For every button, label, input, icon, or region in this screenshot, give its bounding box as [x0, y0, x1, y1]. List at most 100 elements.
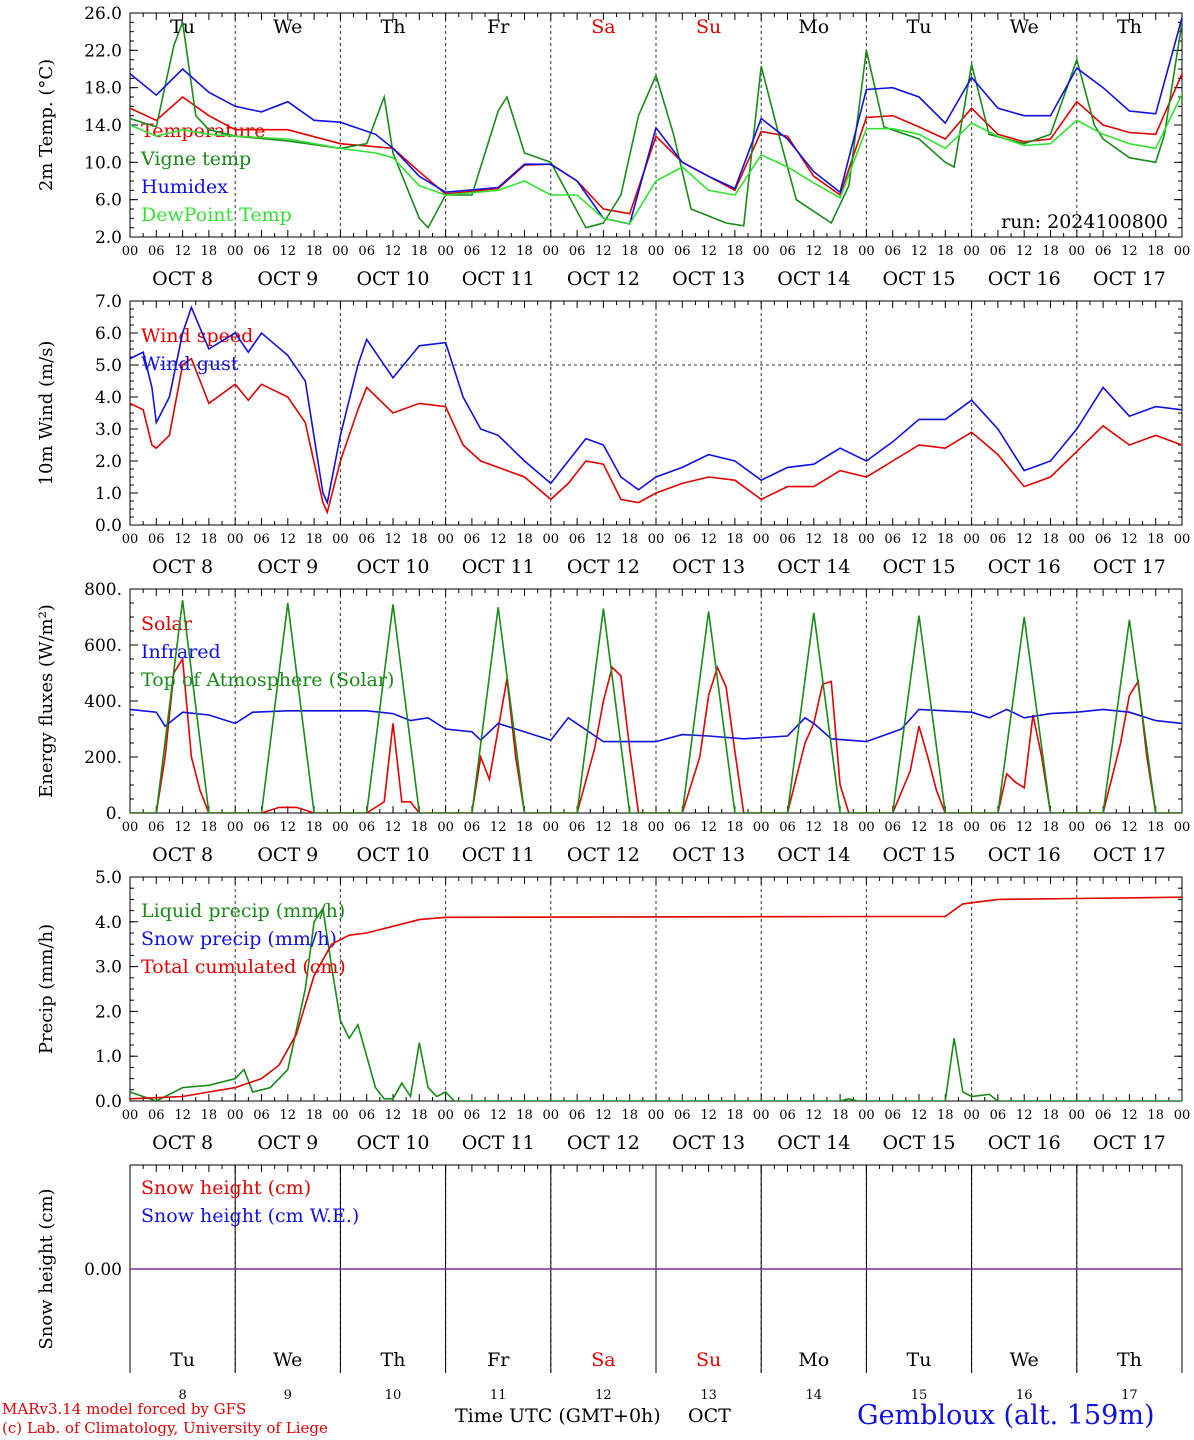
hour-label: 06	[253, 820, 270, 835]
day-name-label: Fr	[487, 16, 510, 38]
hour-label: 06	[990, 532, 1007, 547]
hour-label: 12	[1121, 244, 1138, 259]
y-tick-label: 0.	[106, 804, 122, 824]
hour-label: 00	[437, 532, 454, 547]
date-label: OCT 11	[462, 1132, 535, 1154]
date-label: OCT 10	[356, 556, 429, 578]
hour-label: 06	[1095, 1108, 1112, 1123]
hour-label: 18	[1042, 1108, 1059, 1123]
hour-label: 00	[963, 244, 980, 259]
hour-label: 06	[779, 532, 796, 547]
date-label: OCT 9	[257, 1132, 318, 1154]
hour-label: 18	[727, 532, 744, 547]
hour-label: 12	[490, 1108, 507, 1123]
date-label: OCT 8	[152, 844, 213, 866]
hour-label: 18	[621, 532, 638, 547]
hour-label: 12	[700, 820, 717, 835]
hour-label: 00	[1174, 532, 1191, 547]
hour-label: 18	[937, 820, 954, 835]
hour-label: 00	[332, 532, 349, 547]
hour-label: 06	[253, 244, 270, 259]
hour-label: 00	[437, 820, 454, 835]
date-label: OCT 15	[882, 844, 955, 866]
hour-label: 06	[884, 532, 901, 547]
hour-label: 00	[332, 244, 349, 259]
hour-label: 12	[280, 820, 297, 835]
hour-label: 00	[963, 532, 980, 547]
hour-label: 06	[148, 244, 165, 259]
date-label: OCT 13	[672, 844, 745, 866]
hour-label: 18	[832, 1108, 849, 1123]
series-line-1-0	[130, 357, 1182, 515]
y-tick-label: 4.0	[95, 388, 122, 408]
day-name-label: Fr	[487, 1349, 510, 1371]
day-number-label: 9	[284, 1388, 292, 1403]
hour-label: 06	[1095, 244, 1112, 259]
day-name-label: Mo	[798, 16, 829, 38]
hour-label: 12	[1121, 820, 1138, 835]
hour-label: 06	[990, 820, 1007, 835]
date-label: OCT 11	[462, 844, 535, 866]
hour-label: 00	[1069, 1108, 1086, 1123]
y-tick-label: 6.0	[95, 191, 122, 211]
date-label: OCT 14	[777, 844, 850, 866]
hour-label: 06	[779, 820, 796, 835]
hour-label: 06	[674, 820, 691, 835]
series-line-0-3	[130, 93, 1182, 225]
hour-label: 12	[1016, 244, 1033, 259]
y-tick-label: 5.0	[95, 356, 122, 376]
date-label: OCT 13	[672, 1132, 745, 1154]
day-name-label: Sa	[591, 16, 615, 38]
day-number-label: 14	[806, 1388, 823, 1403]
hour-label: 00	[963, 1108, 980, 1123]
hour-label: 12	[280, 244, 297, 259]
time-axis-label: Time UTC (GMT+0h)	[455, 1405, 661, 1427]
hour-label: 18	[1147, 532, 1164, 547]
day-number-label: 17	[1121, 1388, 1138, 1403]
day-number-label: 12	[595, 1388, 612, 1403]
series-line-2-0	[130, 656, 1182, 813]
y-tick-label: 4.0	[95, 913, 122, 933]
hour-label: 06	[569, 1108, 586, 1123]
hour-label: 12	[806, 1108, 823, 1123]
hour-label: 06	[358, 820, 375, 835]
y-axis-label: Precip (mm/h)	[36, 924, 57, 1054]
y-axis-label: Energy fluxes (W/m²)	[36, 604, 57, 798]
date-label: OCT 9	[257, 844, 318, 866]
hour-label: 18	[516, 1108, 533, 1123]
date-label: OCT 9	[257, 268, 318, 290]
date-label: OCT 8	[152, 268, 213, 290]
series-line-2-1	[130, 708, 1182, 743]
hour-label: 12	[385, 244, 402, 259]
hour-label: 18	[1147, 820, 1164, 835]
hour-label: 06	[569, 532, 586, 547]
date-label: OCT 16	[988, 1132, 1061, 1154]
legend-entry: Wind gust	[141, 353, 239, 375]
legend-entry: Humidex	[141, 176, 228, 198]
hour-label: 12	[490, 244, 507, 259]
hour-label: 06	[358, 532, 375, 547]
legend-entry: Snow precip (mm/h)	[141, 928, 337, 950]
hour-label: 00	[543, 244, 560, 259]
hour-label: 18	[937, 244, 954, 259]
date-label: OCT 17	[1093, 1132, 1166, 1154]
date-label: OCT 10	[356, 1132, 429, 1154]
hour-label: 00	[858, 532, 875, 547]
hour-label: 18	[1042, 820, 1059, 835]
y-tick-label: 14.0	[84, 116, 122, 136]
y-tick-label: 0.00	[84, 1260, 122, 1280]
hour-label: 18	[516, 820, 533, 835]
hour-label: 18	[516, 244, 533, 259]
y-tick-label: 7.0	[95, 292, 122, 312]
hour-label: 06	[674, 532, 691, 547]
y-tick-label: 5.0	[95, 868, 122, 888]
legend-entry: Infrared	[141, 641, 221, 663]
y-axis-label: 10m Wind (m/s)	[36, 341, 57, 486]
hour-label: 12	[174, 1108, 191, 1123]
hour-label: 00	[543, 532, 560, 547]
day-name-label: Tu	[907, 1349, 932, 1371]
date-label: OCT 16	[988, 556, 1061, 578]
hour-label: 12	[1121, 532, 1138, 547]
hour-label: 18	[411, 244, 428, 259]
hour-label: 00	[122, 820, 139, 835]
